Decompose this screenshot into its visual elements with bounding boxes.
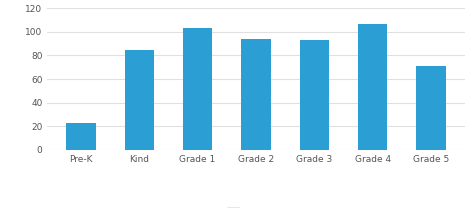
Bar [66,123,96,150]
Bar [300,40,329,150]
Bar [241,39,271,150]
Legend: Grades: Grades [223,204,289,208]
Bar [183,28,212,150]
Bar [125,50,154,150]
Bar [358,24,387,150]
Bar [416,66,446,150]
